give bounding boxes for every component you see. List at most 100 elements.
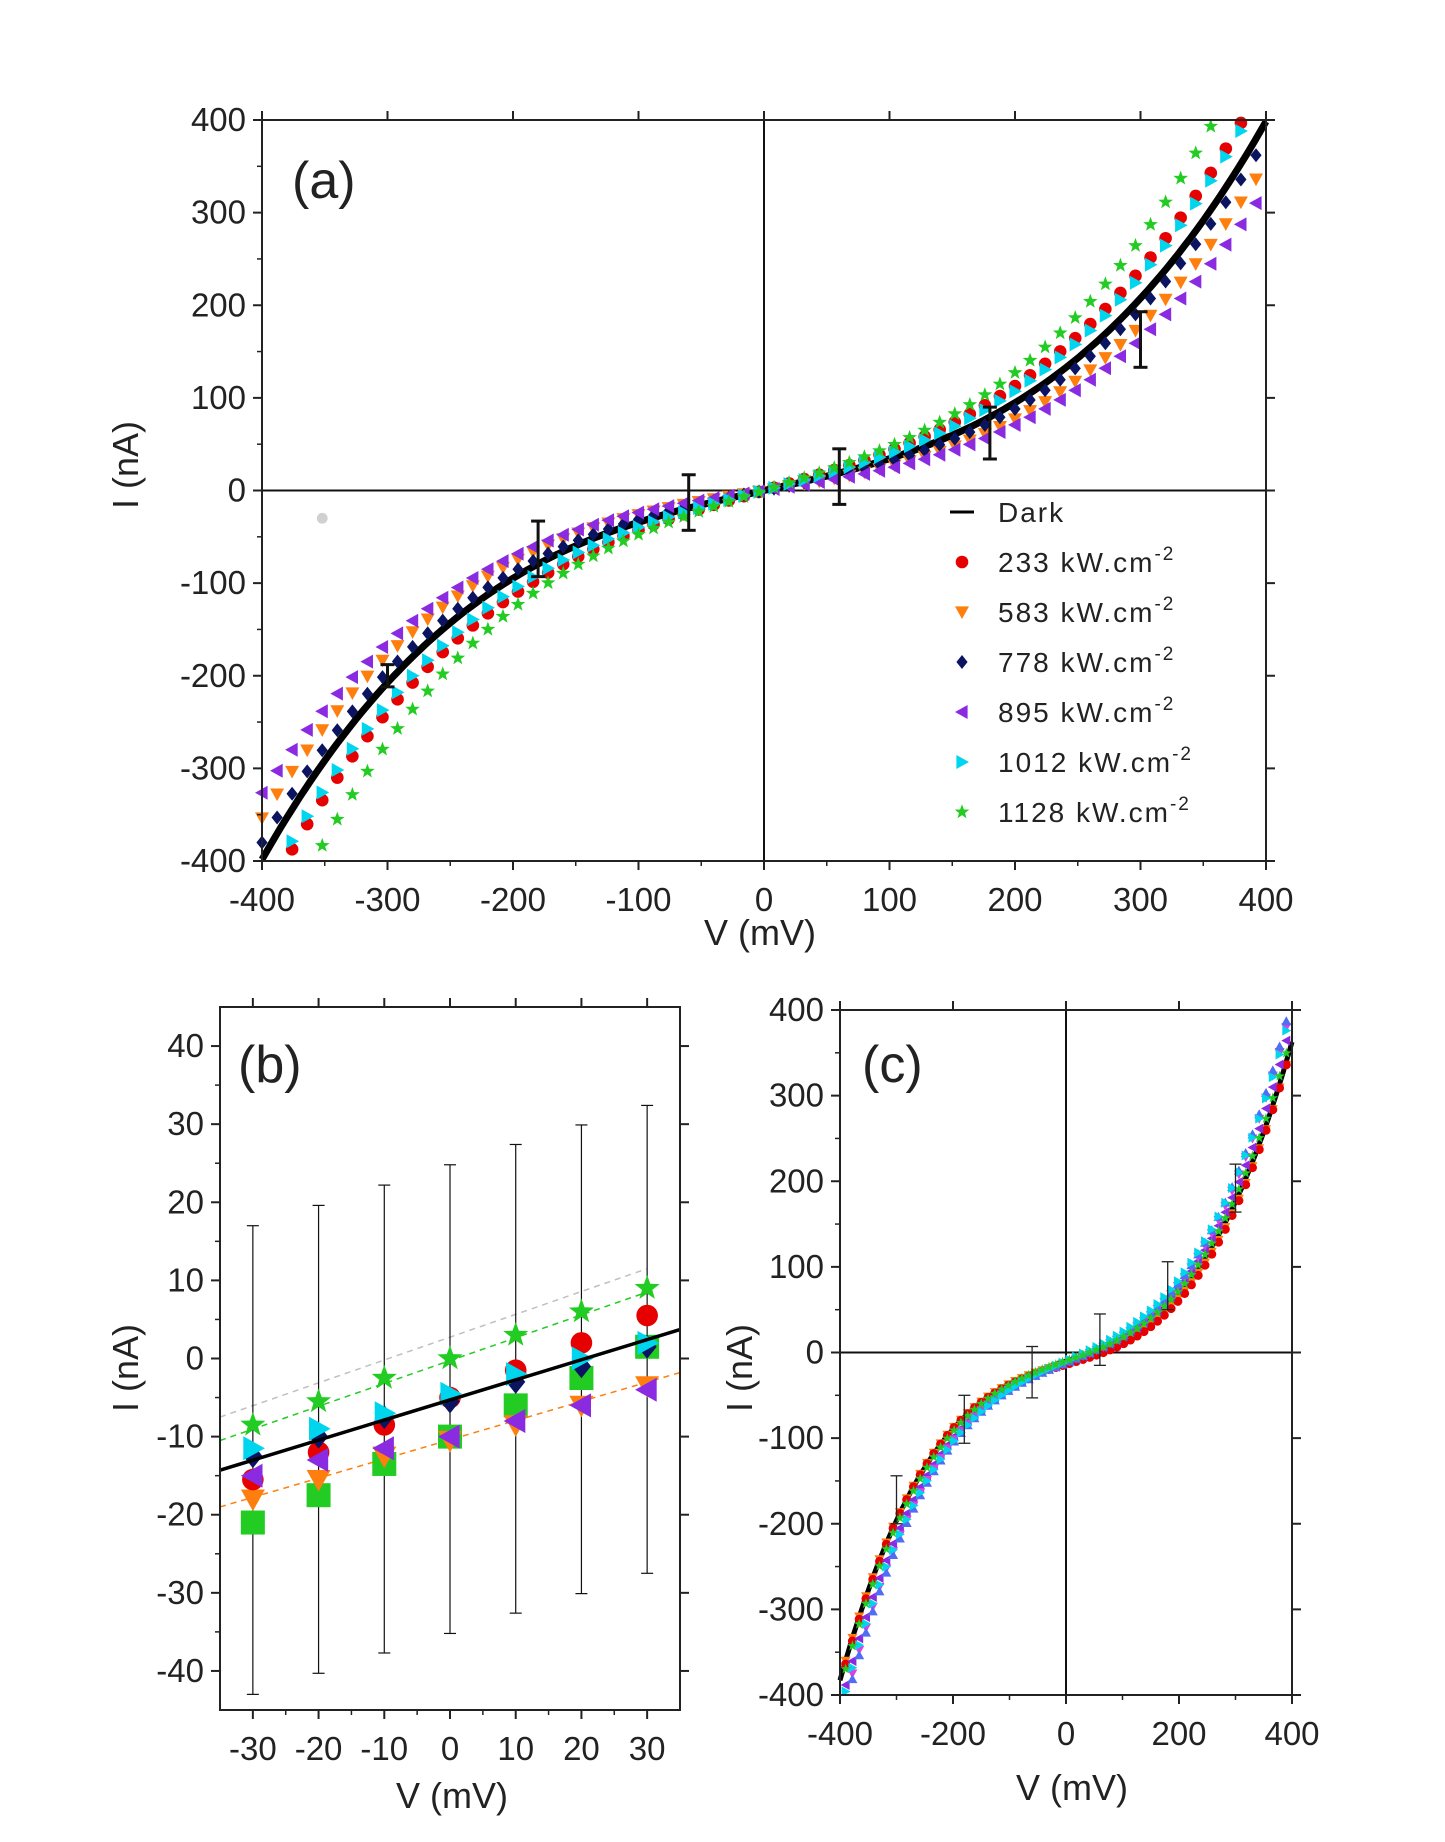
panel-a-point xyxy=(587,527,599,542)
legend-marker xyxy=(955,555,969,569)
panel-c-point xyxy=(881,1543,892,1554)
panel-c-point xyxy=(1084,1347,1095,1357)
panel-c-point xyxy=(847,1656,857,1666)
panel-c-point xyxy=(1207,1249,1217,1259)
panel-a-point xyxy=(482,600,495,615)
legend-label: 583 kW.cm-2 xyxy=(998,594,1175,628)
panel-a-point xyxy=(1218,218,1233,231)
panel-c-point xyxy=(1267,1065,1278,1075)
panel-c-point xyxy=(1201,1236,1210,1247)
panel-c-point xyxy=(1254,1132,1265,1143)
panel-b-point xyxy=(438,1424,460,1449)
panel-a-point xyxy=(452,601,464,616)
panel-c-point xyxy=(1153,1299,1163,1310)
panel-a-point xyxy=(977,387,993,401)
panel-c-point xyxy=(1248,1132,1258,1143)
panel-a-point xyxy=(1144,257,1158,272)
panel-c-point xyxy=(1274,1070,1285,1081)
panel-c-point xyxy=(1281,1060,1291,1070)
legend-marker xyxy=(956,755,969,769)
panel-b-point xyxy=(569,1393,591,1418)
panel-c-point xyxy=(902,1514,912,1525)
legend-label: Dark xyxy=(998,497,1065,528)
panel-b-ytick-label: -30 xyxy=(156,1574,204,1611)
panel-c-point xyxy=(1275,1049,1285,1060)
panel-a-series-5 xyxy=(286,124,1248,849)
panel-c-point xyxy=(1220,1207,1230,1218)
panel-c-point xyxy=(908,1485,919,1496)
panel-c-point xyxy=(935,1441,946,1452)
panel-a-point xyxy=(919,433,932,447)
panel-a-point xyxy=(979,403,992,417)
panel-a-point xyxy=(632,520,646,535)
panel-c-ytick-label: 300 xyxy=(769,1077,824,1114)
panel-c-point xyxy=(1260,1113,1272,1123)
panel-c-point xyxy=(943,1444,953,1455)
panel-a-point xyxy=(947,406,963,420)
panel-a-point xyxy=(842,454,857,469)
panel-c-point xyxy=(854,1618,865,1629)
panel-a-point xyxy=(450,650,466,665)
panel-b-point xyxy=(309,1416,331,1441)
panel-a-xtick-label: -200 xyxy=(480,881,546,918)
panel-b-point xyxy=(374,1401,397,1426)
panel-c-point xyxy=(895,1529,905,1540)
panel-b-point xyxy=(306,1448,329,1472)
panel-a-point xyxy=(1249,173,1263,187)
panel-c-point xyxy=(887,1527,899,1538)
panel-c-ytick-label: -200 xyxy=(758,1505,824,1542)
panel-a-point xyxy=(572,533,584,548)
panel-a-point xyxy=(285,742,298,757)
panel-c-point xyxy=(950,1435,960,1446)
panel-a-point xyxy=(1113,349,1126,364)
panel-c-point xyxy=(1220,1224,1230,1234)
panel-a-point xyxy=(330,686,343,701)
panel-b-point xyxy=(371,1364,397,1389)
panel-c-point xyxy=(840,1680,850,1690)
panel-c-point xyxy=(861,1627,871,1637)
panel-a-point xyxy=(314,837,330,852)
panel-c-point xyxy=(1281,1023,1292,1033)
panel-a-point xyxy=(301,809,315,824)
panel-b-xtick-label: -20 xyxy=(295,1730,343,1767)
panel-b-point xyxy=(243,1436,265,1461)
panel-a-point xyxy=(872,443,887,457)
panel-a-point xyxy=(345,687,360,700)
panel-c-point xyxy=(875,1579,885,1590)
panel-c-point xyxy=(956,1427,966,1438)
panel-a: (a) V (mV) I (nA) -400 -300 -200 -100 0 100 20… xyxy=(105,101,1294,953)
panel-a-xtick-label: 100 xyxy=(862,881,917,918)
panel-a-point xyxy=(391,654,404,669)
panel-a-point xyxy=(1009,384,1022,399)
panel-c-point xyxy=(928,1451,939,1462)
panel-a-point xyxy=(781,475,797,489)
panel-c-point xyxy=(1125,1327,1136,1338)
panel-c-point xyxy=(1180,1288,1190,1298)
panel-a-point xyxy=(1083,372,1096,387)
panel-a-point xyxy=(1113,339,1128,352)
panel-a-point xyxy=(450,590,465,604)
panel-a-point xyxy=(482,580,494,595)
panel-c-point xyxy=(915,1473,926,1484)
legend-label: 1128 kW.cm-2 xyxy=(998,794,1191,828)
panel-c-point xyxy=(929,1464,939,1475)
panel-a-point xyxy=(300,722,313,737)
panel-c-ytick-label: -100 xyxy=(758,1419,824,1456)
panel-a-label: (a) xyxy=(292,152,356,210)
panel-c-point xyxy=(854,1633,864,1644)
panel-c-point xyxy=(1274,1059,1284,1070)
panel-a-point xyxy=(495,608,511,623)
panel-c-point xyxy=(874,1560,885,1571)
panel-a-point xyxy=(1173,170,1188,185)
panel-a-point xyxy=(422,653,435,668)
panel-a-point xyxy=(1069,337,1083,352)
panel-c-ytick-label: -400 xyxy=(758,1676,824,1713)
panel-a-point xyxy=(1220,149,1233,164)
panel-b-point xyxy=(372,1436,394,1461)
panel-a-point xyxy=(1129,275,1143,290)
panel-c-ytick-label: -300 xyxy=(758,1590,824,1627)
panel-a-point xyxy=(1188,274,1202,289)
panel-c-point xyxy=(862,1618,871,1629)
panel-c-point xyxy=(1281,1047,1292,1058)
